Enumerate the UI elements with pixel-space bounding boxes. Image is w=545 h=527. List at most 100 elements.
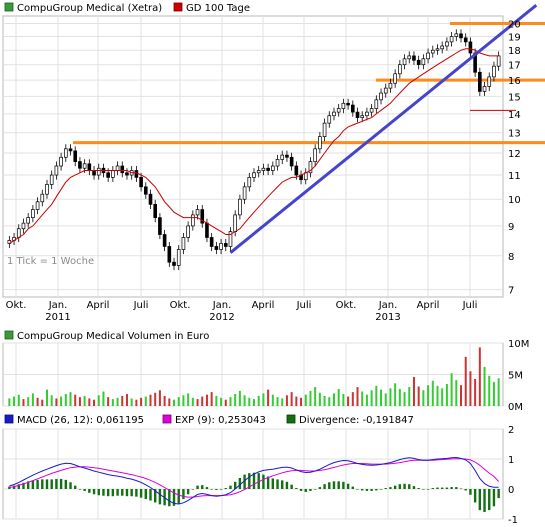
divergence-bar-60 [290, 484, 293, 489]
candle-37 [181, 232, 186, 255]
volume-bar-27 [135, 399, 138, 406]
volume-y-tick-2: 10M [508, 339, 529, 350]
candle-95 [454, 29, 459, 42]
volume-bar-12 [64, 394, 67, 406]
candle-body-4 [26, 217, 30, 224]
volume-bar-49 [238, 390, 241, 406]
candle-body-89 [426, 52, 430, 60]
candle-body-11 [59, 156, 63, 167]
candle-8 [45, 179, 49, 199]
price-y-tick-11: 11 [508, 171, 521, 182]
candle-body-76 [365, 111, 369, 117]
divergence-bar-84 [403, 483, 406, 489]
volume-bar-93 [445, 383, 448, 406]
divergence-bar-79 [379, 489, 383, 490]
candle-body-55 [266, 167, 270, 171]
candle-65 [313, 144, 317, 167]
candle-35 [172, 257, 176, 271]
candle-body-60 [289, 156, 294, 167]
candle-body-73 [350, 104, 355, 113]
candle-body-104 [496, 55, 501, 67]
candle-body-54 [261, 167, 266, 171]
volume-bar-26 [130, 398, 133, 406]
volume-bar-62 [300, 397, 303, 406]
x-tick-label-3: Juli [133, 300, 149, 311]
volume-bar-9 [50, 395, 53, 406]
volume-bar-66 [318, 392, 321, 406]
divergence-bar-103 [492, 489, 496, 507]
candle-body-45 [219, 243, 223, 250]
divergence-bar-56 [271, 478, 275, 489]
volume-bar-74 [356, 387, 359, 406]
volume-bar-20 [102, 391, 105, 406]
price-y-tick-7: 7 [508, 286, 514, 297]
volume-layer [8, 347, 500, 406]
volume-bar-86 [412, 377, 415, 406]
divergence-bar-70 [337, 481, 340, 489]
price-y-tick-9: 9 [508, 222, 514, 233]
candle-74 [355, 107, 360, 123]
macd-y-tick-1: 1 [508, 455, 514, 466]
volume-bar-37 [182, 395, 185, 406]
x-tick-label-5: Jan. [212, 300, 232, 311]
divergence-bar-80 [384, 488, 387, 489]
volume-bar-34 [168, 398, 171, 406]
x-tick-label-8: Okt. [336, 300, 357, 311]
divergence-bar-53 [257, 473, 260, 489]
divergence-bar-25 [125, 489, 129, 497]
candle-body-16 [82, 163, 87, 169]
candle-49 [238, 194, 242, 220]
divergence-bar-47 [229, 485, 232, 489]
ma-line [9, 48, 499, 244]
candle-53 [256, 165, 261, 178]
volume-bar-22 [111, 399, 114, 406]
volume-bar-28 [140, 397, 143, 406]
candle-6 [35, 197, 40, 215]
price-legend: CompuGroup Medical (Xetra) GD 100 Tage [4, 2, 250, 14]
volume-bar-104 [497, 378, 500, 406]
price-y-tick-19: 19 [508, 32, 521, 43]
divergence-bar-35 [172, 489, 176, 506]
candle-76 [365, 107, 369, 121]
candle-97 [463, 33, 468, 47]
candle-body-29 [143, 186, 148, 195]
price-y-tick-12: 12 [508, 149, 521, 160]
price-y-tick-13: 13 [508, 129, 521, 140]
candle-body-13 [68, 148, 73, 152]
candle-64 [308, 157, 313, 178]
divergence-bar-82 [393, 485, 397, 489]
price-y-tick-18: 18 [508, 46, 521, 57]
candle-14 [73, 146, 78, 167]
candle-98 [468, 37, 473, 58]
divergence-bar-88 [422, 489, 425, 490]
divergence-bar-75 [361, 489, 364, 491]
volume-bar-45 [220, 397, 223, 406]
volume-bar-55 [267, 389, 270, 406]
volume-bar-7 [41, 399, 44, 406]
candle-body-86 [412, 55, 416, 61]
volume-bar-10 [55, 398, 58, 406]
candle-56 [271, 161, 275, 176]
volume-bar-11 [60, 396, 63, 406]
candle-body-67 [322, 122, 327, 137]
candle-body-27 [134, 170, 139, 178]
price-y-tick-16: 16 [508, 76, 521, 87]
volume-bar-14 [74, 394, 77, 406]
candle-body-31 [153, 203, 158, 218]
candle-body-85 [407, 55, 412, 60]
candle-44 [214, 241, 219, 255]
divergence-bar-91 [436, 487, 439, 489]
candle-body-52 [252, 172, 256, 178]
candle-80 [383, 83, 388, 98]
candle-89 [426, 48, 430, 64]
candle-body-57 [275, 159, 280, 167]
candle-body-21 [106, 172, 110, 178]
volume-bar-18 [93, 399, 96, 406]
divergence-bar-104 [497, 489, 500, 499]
divergence-bar-28 [139, 489, 143, 498]
volume-bar-64 [309, 390, 312, 406]
volume-bar-87 [417, 386, 420, 406]
candle-103 [492, 61, 496, 82]
volume-bar-40 [196, 399, 199, 406]
candle-body-93 [445, 41, 449, 47]
